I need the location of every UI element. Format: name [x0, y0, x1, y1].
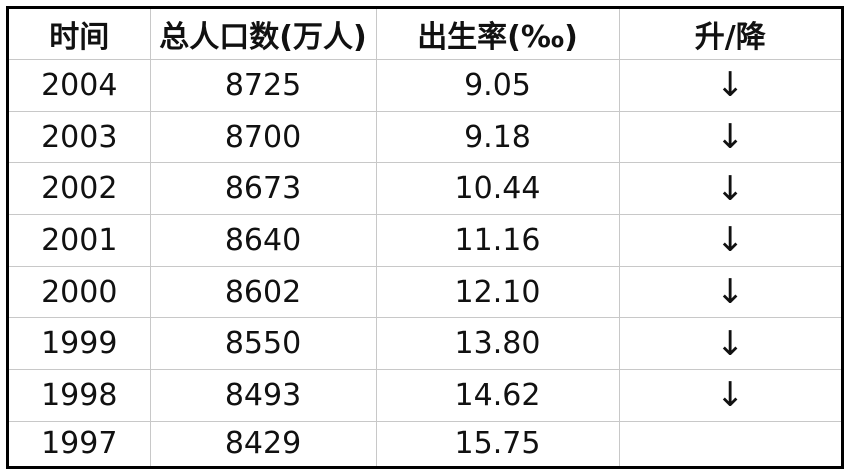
cell-year: 1997	[9, 420, 151, 466]
cell-trend-arrow: ↓	[618, 214, 841, 267]
cell-year: 2000	[9, 265, 151, 319]
header-population: 总人口数(万人)	[149, 9, 377, 60]
cell-birth-rate: 9.05	[375, 59, 620, 112]
table-body: 2004 8725 9.05 ↓ 2003 8700 9.18 ↓ 2002 8673 10.44 ↓…	[9, 59, 841, 466]
cell-birth-rate: 15.75	[375, 420, 620, 466]
table-row: 2003 8700 9.18 ↓	[9, 110, 841, 164]
cell-population: 8602	[149, 265, 377, 319]
header-trend: 升/降	[618, 9, 841, 60]
cell-trend-arrow: ↓	[618, 110, 841, 164]
header-year: 时间	[9, 9, 151, 60]
cell-birth-rate: 11.16	[375, 214, 620, 267]
cell-year: 1998	[9, 369, 151, 422]
cell-birth-rate: 14.62	[375, 369, 620, 422]
cell-trend-arrow: ↓	[618, 369, 841, 422]
header-birth-rate: 出生率(‰)	[375, 9, 620, 60]
cell-population: 8493	[149, 369, 377, 422]
cell-population: 8429	[149, 420, 377, 466]
cell-year: 2002	[9, 162, 151, 216]
population-table-frame: 时间 总人口数(万人) 出生率(‰) 升/降 2004 8725 9.05 ↓ 2003…	[6, 6, 844, 469]
cell-birth-rate: 9.18	[375, 110, 620, 164]
table-row: 1998 8493 14.62 ↓	[9, 369, 841, 422]
table-row: 2004 8725 9.05 ↓	[9, 59, 841, 112]
table-row: 2001 8640 11.16 ↓	[9, 214, 841, 267]
population-table: 时间 总人口数(万人) 出生率(‰) 升/降 2004 8725 9.05 ↓ 2003…	[9, 9, 841, 466]
cell-population: 8640	[149, 214, 377, 267]
header-row: 时间 总人口数(万人) 出生率(‰) 升/降	[9, 9, 841, 60]
table-row: 1999 8550 13.80 ↓	[9, 317, 841, 371]
cell-population: 8673	[149, 162, 377, 216]
table-row: 1997 8429 15.75	[9, 420, 841, 466]
cell-trend-arrow: ↓	[618, 59, 841, 112]
cell-trend-arrow: ↓	[618, 317, 841, 371]
cell-trend-arrow	[618, 420, 841, 466]
cell-population: 8700	[149, 110, 377, 164]
cell-year: 2004	[9, 59, 151, 112]
table-row: 2002 8673 10.44 ↓	[9, 162, 841, 216]
cell-year: 2003	[9, 110, 151, 164]
cell-population: 8550	[149, 317, 377, 371]
cell-birth-rate: 13.80	[375, 317, 620, 371]
cell-population: 8725	[149, 59, 377, 112]
cell-year: 2001	[9, 214, 151, 267]
cell-year: 1999	[9, 317, 151, 371]
cell-birth-rate: 10.44	[375, 162, 620, 216]
cell-birth-rate: 12.10	[375, 265, 620, 319]
cell-trend-arrow: ↓	[618, 162, 841, 216]
table-row: 2000 8602 12.10 ↓	[9, 265, 841, 319]
cell-trend-arrow: ↓	[618, 265, 841, 319]
